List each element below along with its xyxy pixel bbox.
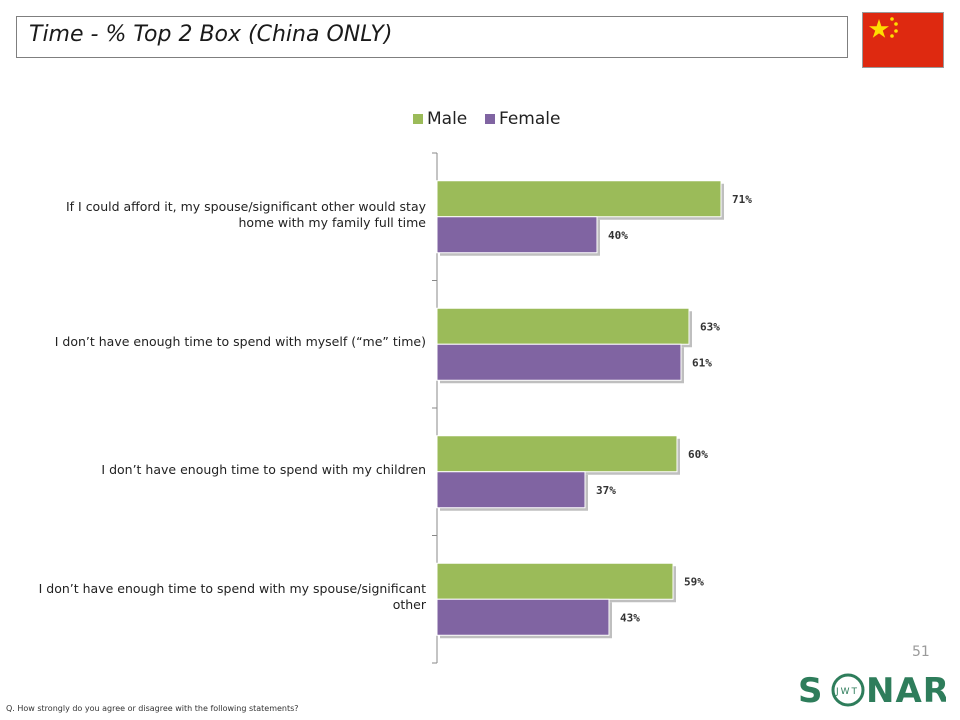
logo-jwt: JWT (835, 687, 859, 697)
flag-small-star (894, 29, 898, 33)
category-label: If I could afford it, my spouse/signific… (65, 198, 426, 230)
bar-male (436, 435, 678, 473)
legend-swatch (485, 114, 495, 124)
category-label: I don’t have enough time to spend with m… (101, 461, 426, 477)
legend-label: Female (499, 109, 560, 129)
data-label: 43% (620, 611, 640, 624)
page-number: 51 (912, 644, 930, 660)
data-label: 61% (692, 356, 712, 369)
flag-field (863, 13, 943, 67)
logo-nar: NAR (866, 671, 946, 711)
data-label: 59% (684, 575, 704, 588)
flag-small-star (894, 22, 898, 26)
legend-label: Male (427, 109, 467, 129)
flag-small-star (890, 34, 894, 38)
china-flag-icon (862, 12, 944, 68)
bar-chart: Male Female 71% 40% 63% 61% 60% 37% 59% 43% (413, 109, 752, 664)
bar-female (436, 598, 610, 636)
bar-female (436, 471, 586, 509)
data-label: 37% (596, 484, 616, 497)
bar-female (436, 216, 598, 254)
title-box: Time - % Top 2 Box (China ONLY) (16, 16, 848, 58)
logo-s: S (798, 671, 824, 711)
slide-title: Time - % Top 2 Box (China ONLY) (29, 22, 393, 47)
bar-female (436, 343, 682, 381)
sonar-logo: S JWT NAR (796, 660, 949, 716)
bar-male (436, 307, 690, 345)
logo-ring (831, 673, 865, 707)
footnote: Q. How strongly do you agree or disagree… (6, 704, 299, 713)
category-label: I don’t have enough time to spend with m… (54, 334, 426, 350)
data-label: 60% (688, 448, 708, 461)
bar-male (436, 562, 674, 600)
data-label: 40% (608, 229, 628, 242)
bar-male (436, 180, 722, 218)
flag-big-star (869, 19, 889, 38)
category-label: I don’t have enough time to spend with m… (38, 581, 426, 613)
legend-swatch (413, 114, 423, 124)
data-label: 63% (700, 320, 720, 333)
flag-small-star (890, 17, 894, 21)
data-label: 71% (732, 193, 752, 206)
